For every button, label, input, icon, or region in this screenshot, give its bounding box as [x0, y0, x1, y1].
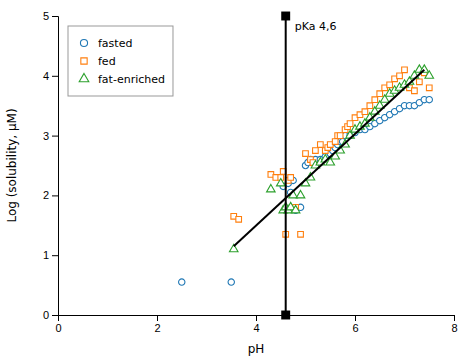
legend-frame	[68, 26, 173, 96]
point	[179, 279, 185, 285]
tick: 8	[451, 315, 457, 334]
tick-mark	[52, 136, 58, 137]
annotations: pKa 4,6	[281, 12, 336, 320]
legend-label: fasted	[98, 37, 132, 50]
point	[372, 97, 378, 103]
tick: 1	[43, 249, 58, 261]
tick-mark	[52, 315, 58, 316]
tick-mark	[454, 315, 455, 321]
tick: 0	[55, 315, 61, 334]
point	[337, 133, 343, 139]
tick-mark	[52, 255, 58, 256]
legend-label: fat-enriched	[98, 73, 165, 86]
tick-label: 4	[43, 70, 49, 82]
tick: 3	[43, 130, 58, 142]
plot: 0 2 4 6 8 0 1 2 3 4 5 pKa 4,6 fasted fed fat-enriched	[43, 10, 458, 334]
legend-label: fed	[98, 55, 116, 68]
tick-label: 0	[43, 309, 49, 321]
annotation-label: pKa 4,6	[295, 20, 337, 33]
tick: 0	[43, 309, 58, 321]
annotation-line	[285, 16, 287, 315]
point	[313, 148, 319, 154]
tick-mark	[52, 76, 58, 77]
tick-label: 4	[253, 322, 259, 334]
tick: 4	[43, 70, 58, 82]
tick-mark	[52, 16, 58, 17]
point	[420, 65, 429, 72]
tick: 6	[352, 315, 358, 334]
point	[377, 91, 383, 97]
point	[236, 216, 242, 222]
line	[234, 70, 425, 246]
point	[291, 205, 300, 212]
point	[276, 178, 285, 185]
legend-swatch	[81, 58, 87, 64]
point	[367, 103, 373, 109]
annotation-end	[281, 12, 290, 21]
tick-label: 2	[43, 189, 49, 201]
y-axis-title: Log (solubility, μM)	[5, 108, 19, 222]
point	[387, 82, 393, 88]
point	[425, 71, 434, 78]
axis-line	[59, 316, 455, 322]
tick: 2	[43, 189, 58, 201]
tick-mark	[355, 315, 356, 321]
point	[347, 121, 353, 127]
tick-label: 8	[451, 322, 457, 334]
point	[362, 109, 368, 115]
point	[267, 184, 276, 191]
point	[397, 73, 403, 79]
point	[426, 97, 432, 103]
point	[426, 85, 432, 91]
tick-mark	[52, 195, 58, 196]
point	[332, 139, 338, 145]
tick-mark	[157, 315, 158, 321]
tick-label: 1	[43, 249, 49, 261]
tick-mark	[256, 315, 257, 321]
chart: 0 2 4 6 8 0 1 2 3 4 5 pKa 4,6 fasted fed fat-enriched p…	[0, 0, 474, 361]
tick-label: 6	[352, 322, 358, 334]
x-axis: 0 2 4 6 8	[55, 315, 457, 334]
marks	[179, 65, 434, 285]
tick-label: 2	[154, 322, 160, 334]
point	[318, 142, 324, 148]
point	[417, 79, 423, 85]
tick: 4	[253, 315, 259, 334]
tick-label: 5	[43, 10, 49, 22]
point	[303, 151, 309, 157]
point	[298, 231, 304, 237]
tick: 5	[43, 10, 58, 22]
legend-swatch	[80, 39, 87, 46]
axis-line	[52, 17, 59, 316]
point	[228, 279, 234, 285]
annotation-end	[281, 311, 290, 320]
legend: fasted fed fat-enriched	[68, 26, 173, 96]
tick-label: 0	[55, 322, 61, 334]
tick: 2	[154, 315, 160, 334]
point	[402, 67, 408, 73]
x-axis-title: pH	[248, 342, 265, 356]
point	[296, 190, 305, 197]
point	[288, 175, 294, 181]
y-axis: 0 1 2 3 4 5	[43, 10, 59, 321]
tick-label: 3	[43, 130, 49, 142]
legend-swatch	[79, 73, 89, 81]
point	[412, 88, 418, 94]
